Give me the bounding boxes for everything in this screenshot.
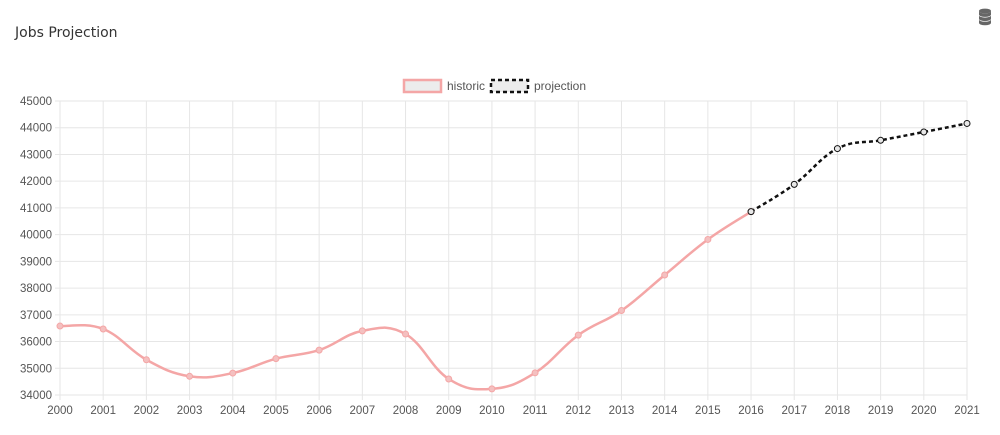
x-tick-label: 2007 bbox=[350, 405, 376, 417]
x-tick-label: 2004 bbox=[220, 405, 246, 417]
data-point-historic bbox=[315, 346, 323, 354]
data-point-historic bbox=[531, 369, 539, 377]
y-axis: 34000 35000 36000 37000 38000 39000 40000 41000… bbox=[20, 96, 52, 402]
x-tick-label: 2017 bbox=[781, 405, 807, 417]
series-points bbox=[56, 119, 971, 393]
x-axis: 2000 2001 2002 2003 2004 2005 2006 2007 2008 2009… bbox=[47, 405, 980, 417]
x-tick-label: 2008 bbox=[393, 405, 419, 417]
chart-legend: historic projection bbox=[402, 78, 586, 94]
data-point-projection bbox=[790, 180, 798, 188]
data-point-historic bbox=[142, 356, 150, 364]
x-tick-label: 2013 bbox=[609, 405, 635, 417]
data-point-historic bbox=[445, 375, 453, 383]
data-point-projection bbox=[963, 119, 971, 127]
x-tick-label: 2003 bbox=[177, 405, 203, 417]
x-tick-label: 2012 bbox=[565, 405, 591, 417]
y-tick-label: 39000 bbox=[20, 256, 52, 268]
x-tick-label: 2019 bbox=[868, 405, 894, 417]
legend-label-historic: historic bbox=[447, 79, 485, 93]
x-tick-label: 2006 bbox=[306, 405, 332, 417]
data-point-historic bbox=[56, 322, 64, 330]
series-line-projection bbox=[750, 122, 968, 213]
x-tick-label: 2002 bbox=[134, 405, 160, 417]
x-tick-label: 2011 bbox=[523, 405, 548, 417]
data-point-historic bbox=[229, 369, 237, 377]
y-tick-label: 38000 bbox=[20, 283, 52, 295]
y-tick-label: 45000 bbox=[20, 96, 52, 108]
y-tick-label: 35000 bbox=[20, 363, 52, 375]
y-tick-label: 40000 bbox=[20, 230, 52, 242]
data-point-historic bbox=[574, 331, 582, 339]
y-tick-label: 41000 bbox=[20, 203, 52, 215]
data-point-projection bbox=[833, 145, 841, 153]
data-point-historic bbox=[704, 235, 712, 243]
chart-title: Jobs Projection bbox=[15, 25, 118, 41]
data-point-historic bbox=[661, 271, 669, 279]
x-tick-label: 2018 bbox=[825, 405, 851, 417]
x-tick-label: 2016 bbox=[738, 405, 764, 417]
data-point-historic bbox=[99, 325, 107, 333]
series-lines bbox=[59, 122, 968, 391]
x-tick-label: 2001 bbox=[90, 405, 116, 417]
x-tick-label: 2010 bbox=[479, 405, 505, 417]
y-tick-label: 37000 bbox=[20, 310, 52, 322]
legend-label-projection: projection bbox=[534, 79, 586, 93]
chart-grid bbox=[55, 100, 968, 400]
data-point-projection bbox=[747, 208, 755, 216]
data-point-historic bbox=[402, 330, 410, 338]
legend-swatch-historic bbox=[402, 78, 443, 94]
data-point-projection bbox=[877, 136, 885, 144]
x-tick-label: 2020 bbox=[911, 405, 937, 417]
y-tick-label: 34000 bbox=[20, 390, 52, 402]
legend-swatch-projection bbox=[489, 78, 530, 94]
x-tick-label: 2021 bbox=[954, 405, 980, 417]
data-point-historic bbox=[272, 355, 280, 363]
data-point-projection bbox=[920, 128, 928, 136]
database-icon[interactable] bbox=[978, 8, 992, 26]
data-point-historic bbox=[488, 385, 496, 393]
data-point-historic bbox=[617, 307, 625, 315]
x-tick-label: 2005 bbox=[263, 405, 289, 417]
x-tick-label: 2015 bbox=[695, 405, 721, 417]
y-tick-label: 42000 bbox=[20, 176, 52, 188]
y-tick-label: 36000 bbox=[20, 337, 52, 349]
x-tick-label: 2000 bbox=[47, 405, 73, 417]
x-tick-label: 2009 bbox=[436, 405, 462, 417]
data-point-historic bbox=[186, 372, 194, 380]
y-tick-label: 43000 bbox=[20, 149, 52, 161]
data-point-historic bbox=[358, 327, 366, 335]
y-tick-label: 44000 bbox=[20, 123, 52, 135]
x-tick-label: 2014 bbox=[652, 405, 678, 417]
